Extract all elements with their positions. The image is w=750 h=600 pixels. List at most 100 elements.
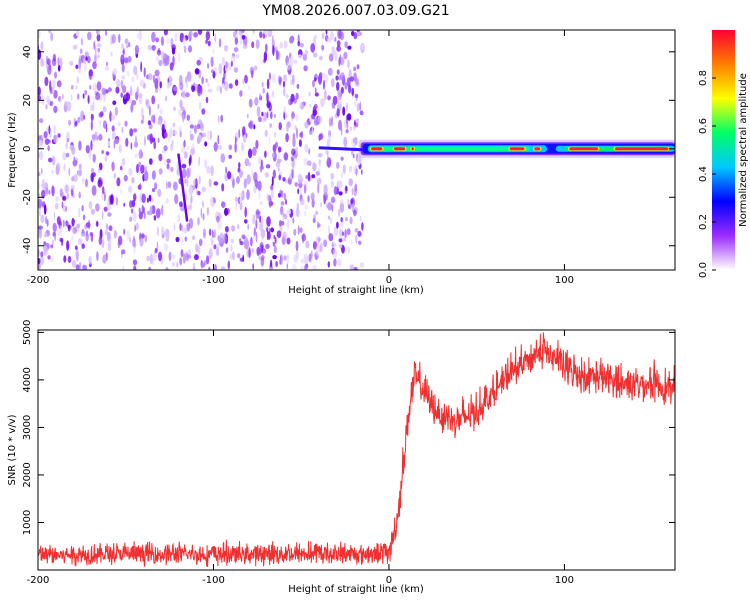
spectrogram-noise-blob [45,216,48,225]
spectrogram-noise-blob [262,33,265,39]
spectrogram-noise-blob [186,114,190,121]
spectrogram-noise-blob [147,120,151,126]
spectrogram-noise-blob [257,180,262,191]
spectrogram-noise-blob [255,208,260,220]
spectrogram-noise-blob [293,228,297,236]
spectrogram-noise-blob [207,62,210,69]
spectrogram-noise-blob [79,48,83,54]
spectrogram-noise-blob [163,30,168,36]
spectrogram-noise-blob [198,56,204,62]
spectrogram-noise-blob [295,92,299,100]
spectrogram-noise-blob [164,132,168,138]
spectrogram-noise-blob [270,259,273,268]
spectrogram-streak [177,153,189,222]
spectrogram-noise-blob [140,164,145,174]
spectrogram-noise-blob [177,214,181,223]
spectrogram-noise-blob [39,150,44,161]
spectrogram-noise-blob [334,50,338,62]
spectrogram-noise-blob [38,181,41,191]
spectrogram-noise-blob [261,232,264,242]
spectrogram-noise-blob [45,104,48,110]
spectrogram-noise-blob [274,236,277,244]
spectrogram-noise-blob [124,38,129,45]
spectrogram-noise-blob [286,253,290,264]
spectrogram-noise-blob [48,124,51,135]
spectrogram-noise-blob [351,187,354,196]
spectrogram-noise-blob [218,63,223,75]
spectrogram-noise-blob [354,93,359,99]
spectrogram-noise-blob [282,211,285,221]
spectrogram-noise-blob [239,90,243,97]
spectrogram-noise-blob [214,33,217,43]
spectrogram-noise-blob [289,36,294,44]
spectrogram-noise-blob [136,163,139,174]
spectrogram-noise-blob [230,244,233,252]
spectrogram-noise-blob [300,265,304,270]
spectrogram-noise-blob [223,45,229,52]
spectrogram-noise-blob [218,38,222,48]
spectrogram-noise-blob [51,58,57,67]
spectrogram-x-label: Height of straight line (km) [288,285,424,296]
spectrogram-noise-blob [153,140,156,150]
spectrogram-frame [37,29,676,271]
spectrogram-noise-blob [149,205,153,216]
spectrogram-noise-blob [324,89,327,101]
spectrogram-noise-blob [228,154,233,159]
spectrogram-noise-blob [185,75,188,84]
spectrogram-noise-blob [180,146,186,154]
spectrogram-noise-blob [259,31,263,39]
spectrogram-noise-blob [266,92,269,103]
spectrogram-noise-blob [239,197,242,204]
spectrogram-noise-blob [170,131,174,136]
spectrogram-noise-blob [107,212,112,217]
spectrogram-noise-blob [312,79,315,88]
spectrogram-noise-blob [178,126,182,132]
spectrogram-noise-blob [271,34,274,45]
spectrogram-noise-blob [333,242,337,248]
spectrogram-noise-blob [256,246,261,255]
spectrogram-noise-blob [85,232,89,242]
spectrogram-noise-blob [312,241,317,250]
spectrogram-noise-blob [243,239,246,249]
spectrogram-noise-blob [272,44,275,56]
spectrogram-noise-blob [57,56,60,66]
spectrogram-noise-blob [208,266,211,270]
spectrogram-noise-blob [78,140,82,151]
spectrogram-noise-blob [151,31,156,43]
spectrogram-signal-peak [509,147,525,151]
spectrogram-noise-blob [327,202,333,211]
spectrogram-noise-blob [44,233,48,238]
spectrogram-noise-blob [38,95,41,101]
spectrogram-noise-blob [98,119,102,127]
spectrogram-noise-blob [62,151,67,158]
colorbar-ticks: 0.0 0.2 0.4 0.6 0.8 [698,70,716,278]
spectrogram-noise-blob [54,71,57,79]
spectrogram-noise-blob [166,158,171,164]
spectrogram-noise-blob [106,199,110,208]
spectrogram-noise-blob [261,254,265,261]
spectrogram-noise-blob [265,243,270,249]
spectrogram-noise-blob [340,86,344,94]
spectrogram-noise-blob [244,238,249,250]
spectrogram-noise-blob [259,215,261,223]
spectrogram-noise-blob [140,107,144,118]
spectrogram-noise-blob [123,94,127,100]
spectrogram-noise-blob [275,50,279,61]
spectrogram-noise-blob [66,138,70,143]
spectrogram-noise-blob [255,139,259,149]
spectrogram-noise-blob [59,237,64,243]
spectrogram-noise-blob [173,106,176,112]
spectrogram-noise-blob [343,120,347,128]
spectrogram-noise-blob [315,210,319,216]
spectrogram-noise-blob [225,61,228,69]
spectrogram-noise-blob [111,161,115,172]
spectrogram-noise-blob [314,77,317,82]
spectrogram-noise-blob [92,61,97,70]
spectrogram-noise-blob [328,224,331,236]
spectrogram-noise-blob [154,182,158,190]
spectrogram-noise-blob [220,153,226,163]
spectrogram-noise-blob [266,193,269,202]
spectrogram-noise-blob [55,196,59,202]
colorbar: 0.0 0.2 0.4 0.6 0.8 Normalized spectral ampl… [698,30,749,278]
spectrogram-noise-blob [38,139,43,149]
